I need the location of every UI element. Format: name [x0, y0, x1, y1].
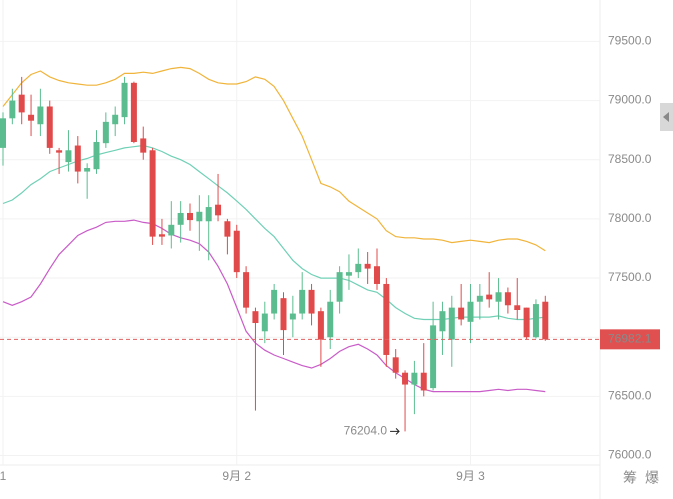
candle-body [121, 82, 128, 118]
candle-body [74, 145, 81, 172]
last-price-box [600, 329, 660, 350]
candle-body [336, 272, 343, 302]
side-toggle-icon [663, 112, 669, 122]
candle-body [9, 100, 16, 119]
candle-body [420, 372, 427, 391]
candle-body [504, 292, 511, 306]
candle-body [130, 82, 137, 142]
candle-body [177, 212, 184, 225]
candle-body [56, 150, 63, 153]
buttons-area [615, 468, 669, 490]
low-annotation: 76204.0 [344, 424, 388, 438]
tool-button[interactable]: 爆 [645, 470, 659, 486]
y-tick-label: 77500.0 [608, 270, 652, 284]
candle-body [532, 304, 539, 338]
candle-body [476, 295, 483, 302]
candle-body [345, 272, 352, 276]
y-tick-label: 78000.0 [608, 211, 652, 225]
candle-body [112, 114, 119, 125]
candle-body [430, 325, 437, 389]
candle-body [364, 263, 371, 269]
candle-body [158, 234, 165, 237]
candle-body [271, 289, 278, 314]
low-annotation-arrow [390, 428, 400, 435]
candle-body [224, 221, 231, 237]
candle-body [37, 106, 44, 125]
candle-body [140, 138, 147, 153]
candle-body [355, 263, 362, 273]
x-tick-label: 9月 3 [456, 469, 485, 483]
candle-body [93, 141, 100, 170]
y-tick-label: 79000.0 [608, 93, 652, 107]
band-line [2, 66, 546, 252]
y-tick-label: 76500.0 [608, 389, 652, 403]
x-tick-label: 1 [0, 469, 7, 483]
candle-body [28, 114, 35, 121]
candle-body [18, 94, 25, 113]
candle-body [439, 311, 446, 332]
candle-body [252, 311, 259, 324]
candle-body [327, 301, 334, 338]
candle-body [84, 168, 91, 172]
candle-body [523, 307, 530, 338]
candle-body [233, 230, 240, 273]
candle-body [308, 289, 315, 314]
candle-body [374, 266, 380, 284]
candle-body [102, 121, 109, 144]
candle-body [261, 313, 268, 332]
candle-body [411, 372, 418, 385]
candle-body [542, 301, 549, 340]
candle-body [495, 292, 502, 302]
candle-body [383, 283, 390, 355]
band-line [2, 219, 546, 393]
candle-body [392, 357, 399, 373]
candle-body [65, 150, 72, 163]
candle-body [458, 307, 465, 320]
candle-body [215, 204, 222, 216]
candle-body [168, 224, 175, 236]
tool-button[interactable]: 筹 [623, 470, 637, 486]
y-tick-label: 78500.0 [608, 152, 652, 166]
candle-body [187, 212, 193, 221]
band-line [2, 144, 546, 321]
candle-body [317, 311, 324, 340]
candle-body [149, 150, 156, 237]
last-price-label: 76982.1 [608, 332, 652, 346]
candle-body [448, 307, 455, 340]
candle-body [289, 313, 296, 320]
x-tick-label: 9月 2 [222, 469, 251, 483]
y-tick-label: 79500.0 [608, 34, 652, 48]
candle-body [280, 298, 287, 331]
candle-body [0, 118, 6, 148]
y-tick-label: 76000.0 [608, 448, 652, 462]
candle-body [299, 289, 306, 314]
candle-body [467, 301, 474, 322]
candle-body [196, 211, 203, 222]
candle-body [205, 207, 212, 222]
candle-body [402, 372, 409, 385]
candle-body [486, 294, 493, 300]
candle-body [514, 305, 521, 310]
candle-body [243, 272, 250, 308]
candle-body [46, 106, 53, 148]
